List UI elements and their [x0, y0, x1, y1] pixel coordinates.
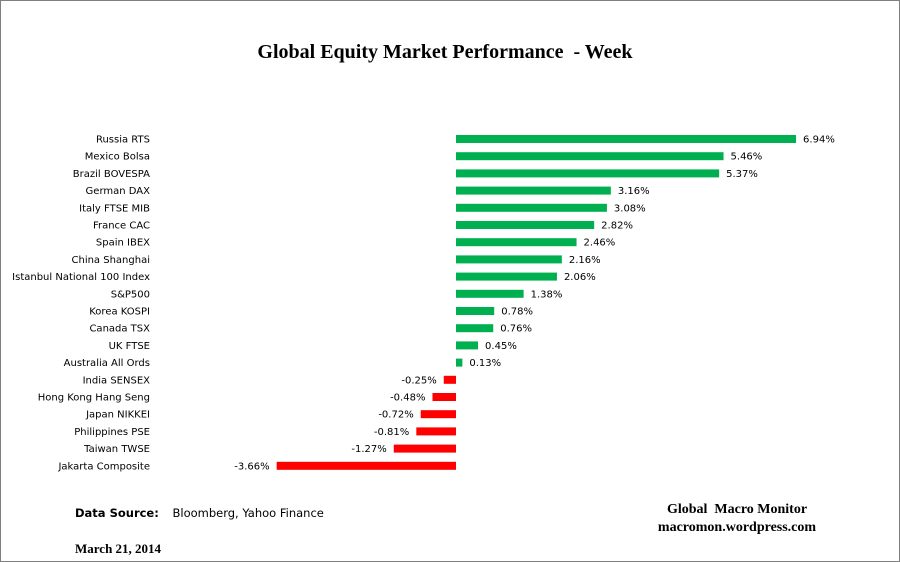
bar-16 — [420, 410, 456, 419]
category-label-0: Russia RTS — [96, 135, 150, 146]
category-label-4: Italy FTSE MIB — [79, 203, 150, 214]
category-label-17: Philippines PSE — [74, 427, 150, 438]
data-source: Data Source: Bloomberg, Yahoo Finance — [75, 506, 324, 520]
bar-18 — [393, 444, 456, 453]
value-label-7: 2.16% — [569, 255, 601, 266]
brand-url: macromon.wordpress.com — [657, 520, 817, 535]
value-label-11: 0.76% — [500, 324, 532, 335]
category-label-18: Taiwan TWSE — [83, 444, 150, 455]
bar-6 — [456, 238, 577, 247]
brand-name: Global Macro Monitor — [666, 502, 808, 517]
brand-block: Global Macro Monitor macromon.wordpress.… — [637, 501, 837, 537]
value-label-0: 6.94% — [803, 135, 835, 146]
category-label-3: German DAX — [86, 186, 151, 197]
value-label-17: -0.81% — [374, 427, 409, 438]
bar-10 — [456, 307, 495, 315]
bar-15 — [432, 393, 456, 401]
data-source-value: Bloomberg, Yahoo Finance — [172, 506, 324, 520]
category-label-9: S&P500 — [111, 289, 150, 300]
category-label-2: Brazil BOVESPA — [73, 169, 150, 180]
value-label-16: -0.72% — [378, 410, 413, 421]
bar-19 — [276, 461, 456, 470]
bar-4 — [456, 203, 607, 212]
value-label-4: 3.08% — [614, 203, 646, 214]
bar-9 — [456, 289, 524, 298]
bar-3 — [456, 186, 611, 195]
category-label-12: UK FTSE — [109, 341, 150, 352]
category-label-13: Australia All Ords — [64, 358, 150, 369]
data-source-label: Data Source: — [75, 506, 159, 520]
report-date: March 21, 2014 — [75, 541, 162, 556]
value-label-9: 1.38% — [531, 289, 563, 300]
category-label-6: Spain IBEX — [96, 238, 150, 249]
value-label-15: -0.48% — [390, 393, 425, 404]
bar-12 — [456, 341, 479, 350]
bar-1 — [456, 152, 724, 161]
category-label-8: Istanbul National 100 Index — [12, 272, 150, 283]
bar-13 — [456, 358, 463, 367]
bar-0 — [456, 135, 797, 143]
category-label-1: Mexico Bolsa — [85, 152, 150, 163]
category-label-11: Canada TSX — [89, 324, 150, 335]
category-label-16: Japan NIKKEI — [85, 410, 150, 421]
value-label-13: 0.13% — [469, 358, 501, 369]
value-label-10: 0.78% — [501, 307, 533, 318]
value-label-8: 2.06% — [564, 272, 596, 283]
value-label-6: 2.46% — [584, 238, 616, 249]
value-label-2: 5.37% — [726, 169, 758, 180]
chart-title: Global Equity Market Performance - Week — [257, 41, 633, 63]
bar-11 — [456, 324, 494, 333]
value-label-14: -0.25% — [401, 375, 436, 386]
category-label-14: India SENSEX — [83, 375, 151, 386]
value-label-1: 5.46% — [731, 152, 763, 163]
bar-8 — [456, 272, 557, 281]
category-label-15: Hong Kong Hang Seng — [38, 393, 150, 404]
value-label-3: 3.16% — [618, 186, 650, 197]
category-label-7: China Shanghai — [72, 255, 151, 266]
bar-5 — [456, 221, 595, 229]
bar-14 — [443, 375, 456, 384]
category-label-19: Jakarta Composite — [57, 461, 150, 472]
bar-17 — [416, 427, 456, 436]
bar-2 — [456, 169, 720, 178]
value-label-18: -1.27% — [351, 444, 386, 455]
category-label-5: France CAC — [93, 221, 150, 232]
value-label-12: 0.45% — [485, 341, 517, 352]
value-label-19: -3.66% — [234, 461, 269, 472]
bar-7 — [456, 255, 562, 264]
category-label-10: Korea KOSPI — [89, 307, 150, 318]
bar-chart: Russia RTS Mexico Bolsa Brazil BOVESPA Germ… — [12, 135, 835, 473]
value-label-5: 2.82% — [601, 221, 633, 232]
